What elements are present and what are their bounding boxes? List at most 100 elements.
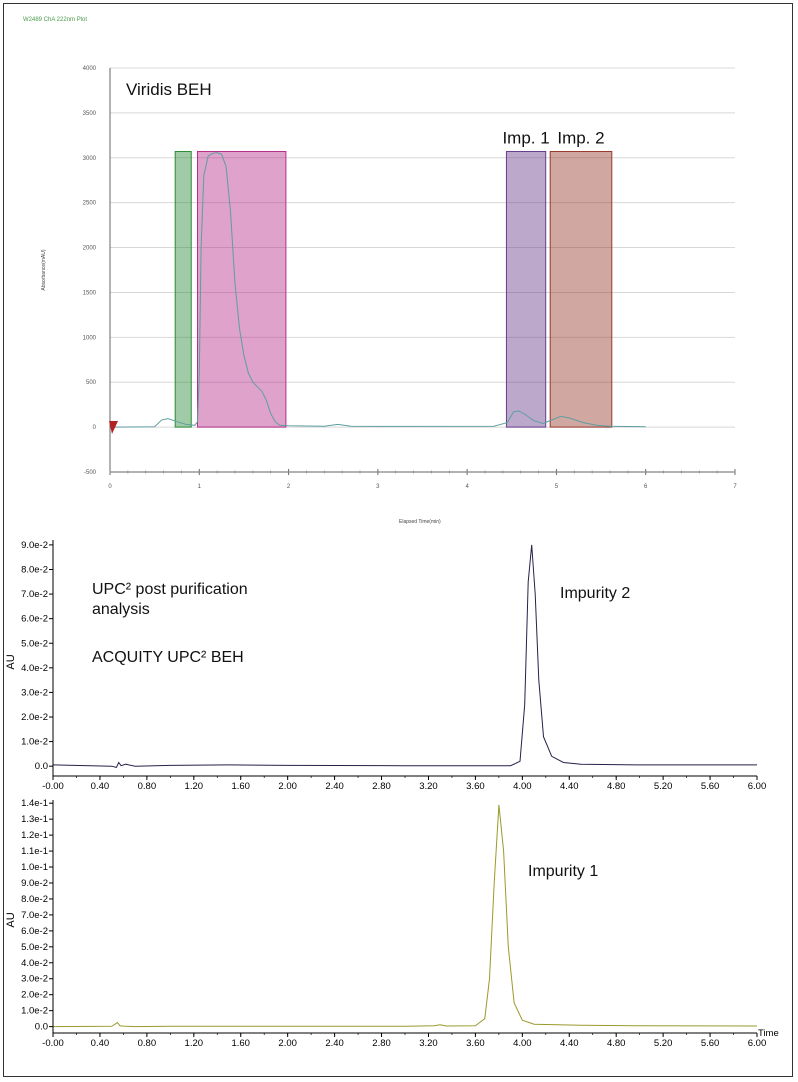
chart1-fraction-label: Imp. 2 xyxy=(557,128,604,147)
chart2-x-tick-label: 4.80 xyxy=(607,781,626,792)
chart1-y-tick-label: 2000 xyxy=(83,246,97,252)
chart2-y-tick-label: 2.0e-2 xyxy=(21,712,48,723)
chart1-y-tick-label: 2500 xyxy=(83,201,97,207)
chart2-x-tick-label: 2.80 xyxy=(372,781,391,792)
chart3-x-tick-label: 2.80 xyxy=(372,1038,391,1049)
chart3-y-tick-label: 7.0e-2 xyxy=(21,910,48,921)
chart2-y-tick-label: 9.0e-2 xyxy=(21,540,48,551)
chart2-x-tick-label: 4.40 xyxy=(560,781,579,792)
chart3-x-tick-label: 3.20 xyxy=(419,1038,438,1049)
chart3-y-tick-label: 1.1e-1 xyxy=(21,846,48,857)
chart1-x-label: Elapsed Time(min) xyxy=(399,519,441,525)
chart2-x-tick-label: 0.80 xyxy=(138,781,157,792)
chart3-y-tick-label: 6.0e-2 xyxy=(21,926,48,937)
figure-frame xyxy=(3,3,793,1077)
chart1-x-tick-label: 1 xyxy=(198,484,202,490)
chart1-fraction-3 xyxy=(505,150,547,428)
chart1-x-tick-label: 0 xyxy=(108,484,112,490)
chart3-x-label: Time xyxy=(758,1028,779,1039)
chart2-x-tick-label: 0.40 xyxy=(91,781,110,792)
chart3-x-tick-label: 2.40 xyxy=(325,1038,344,1049)
chart1-x-tick-label: 5 xyxy=(555,484,559,490)
chart2-annotation-line-1: UPC² post purification xyxy=(92,581,248,598)
chart3-x-tick-label: 0.80 xyxy=(138,1038,157,1049)
chart1-x-tick-label: 4 xyxy=(465,484,469,490)
chart2-x-tick-label: 2.40 xyxy=(325,781,344,792)
chart2-x-tick-label: 5.20 xyxy=(654,781,673,792)
chart1-y-tick-label: 0 xyxy=(93,425,97,431)
chart3-x-tick-label: 2.00 xyxy=(278,1038,297,1049)
chart3-x-tick-label: 3.60 xyxy=(466,1038,485,1049)
chart1-title: W2489 ChA 222nm Plot xyxy=(23,17,87,23)
chart-impurity-1: -0.00 0.40 0.80 1.20 1.60 2.00 2.40 2.80 3.20 3.6… xyxy=(5,798,779,1049)
chart1-x-tick-label: 2 xyxy=(287,484,291,490)
chart3-series-line xyxy=(52,804,758,1028)
chart1-fraction-1 xyxy=(174,150,192,428)
chart-viridis-beh: W2489 ChA 222nm Plot Imp. 1 Imp. 2 0 1 2 3 4 5… xyxy=(23,17,737,525)
chart2-y-tick-label: 7.0e-2 xyxy=(21,589,48,600)
chart2-y-tick-label: 0.0 xyxy=(35,761,48,772)
chart3-y-tick-label: 1.0e-1 xyxy=(21,862,48,873)
chart2-y-tick-label: 8.0e-2 xyxy=(21,565,48,576)
chart3-y-tick-label: 0.0 xyxy=(35,1022,48,1033)
chart1-y-tick-label: 1500 xyxy=(83,290,97,296)
chart3-x-tick-label: 1.20 xyxy=(185,1038,204,1049)
chart3-y-tick-label: 5.0e-2 xyxy=(21,942,48,953)
chart3-x-tick-label: 5.20 xyxy=(654,1038,673,1049)
chart3-x-tick-label: 6.00 xyxy=(748,1038,767,1049)
chart1-y-tick-label: 4000 xyxy=(83,66,97,72)
chart3-y-tick-label: 2.0e-2 xyxy=(21,990,48,1001)
chart1-y-label: Absorbance(mAU) xyxy=(41,249,47,290)
chart3-y-tick-label: 1.4e-1 xyxy=(21,798,48,809)
chart2-series-line xyxy=(52,544,757,768)
chart3-y-tick-label: 9.0e-2 xyxy=(21,878,48,889)
chart2-x-tick-label: 5.60 xyxy=(701,781,720,792)
chart3-y-tick-label: 3.0e-2 xyxy=(21,974,48,985)
chart3-y-tick-label: 1.2e-1 xyxy=(21,830,48,841)
chart3-y-tick-label: 1.0e-2 xyxy=(21,1006,48,1017)
chart1-y-tick-label: 500 xyxy=(86,380,97,386)
chart3-x-tick-label: 4.80 xyxy=(607,1038,626,1049)
chart2-x-tick-label: 3.20 xyxy=(419,781,438,792)
chart2-y-tick-label: 6.0e-2 xyxy=(21,614,48,625)
chart2-x-tick-label: 3.60 xyxy=(466,781,485,792)
chart2-x-tick-label: 4.00 xyxy=(513,781,532,792)
chart2-annotation-line-2: analysis xyxy=(92,601,150,618)
chart1-series-line xyxy=(109,152,646,428)
chart2-x-tick-label: -0.00 xyxy=(42,781,64,792)
injection-marker-icon xyxy=(109,421,118,434)
chart3-x-tick-label: 4.00 xyxy=(513,1038,532,1049)
chart1-x-tick-label: 3 xyxy=(376,484,380,490)
chart1-fraction-label: Imp. 1 xyxy=(502,128,549,147)
chart2-annotation-line-3: ACQUITY UPC² BEH xyxy=(92,649,244,666)
chart1-y-tick-label: 3000 xyxy=(83,156,97,162)
chart-impurity-2: -0.00 0.40 0.80 1.20 1.60 2.00 2.40 2.80 3.20 3.6… xyxy=(5,540,766,792)
chart2-y-tick-label: 3.0e-2 xyxy=(21,687,48,698)
chart3-x-tick-label: 1.60 xyxy=(231,1038,250,1049)
chart2-y-tick-label: 5.0e-2 xyxy=(21,638,48,649)
chart3-y-tick-label: 4.0e-2 xyxy=(21,958,48,969)
chart1-y-tick-label: 1000 xyxy=(83,335,97,341)
chart2-x-tick-label: 2.00 xyxy=(278,781,297,792)
chart3-y-tick-label: 1.3e-1 xyxy=(21,814,48,825)
chart2-x-tick-label: 1.60 xyxy=(231,781,250,792)
chart3-x-tick-label: 4.40 xyxy=(560,1038,579,1049)
chart3-y-label: AU xyxy=(5,912,17,927)
chart1-fraction-4 xyxy=(549,150,613,428)
chart3-y-tick-label: 8.0e-2 xyxy=(21,894,48,905)
chart2-y-tick-label: 4.0e-2 xyxy=(21,663,48,674)
chart1-x-tick-label: 6 xyxy=(644,484,648,490)
chart2-y-label: AU xyxy=(5,654,17,669)
chart1-x-tick-label: 7 xyxy=(733,484,737,490)
chart3-peak-label: Impurity 1 xyxy=(528,863,598,880)
chart1-y-tick-label: 3500 xyxy=(83,111,97,117)
chart1-y-tick-label: -500 xyxy=(84,470,97,476)
chart2-peak-label: Impurity 2 xyxy=(560,585,630,602)
chart3-x-tick-label: 0.40 xyxy=(91,1038,110,1049)
chart2-x-tick-label: 6.00 xyxy=(748,781,767,792)
chart2-y-tick-label: 1.0e-2 xyxy=(21,737,48,748)
chart3-x-tick-label: -0.00 xyxy=(42,1038,64,1049)
chart1-annotation: Viridis BEH xyxy=(126,80,212,99)
chart1-fraction-2 xyxy=(197,150,287,428)
